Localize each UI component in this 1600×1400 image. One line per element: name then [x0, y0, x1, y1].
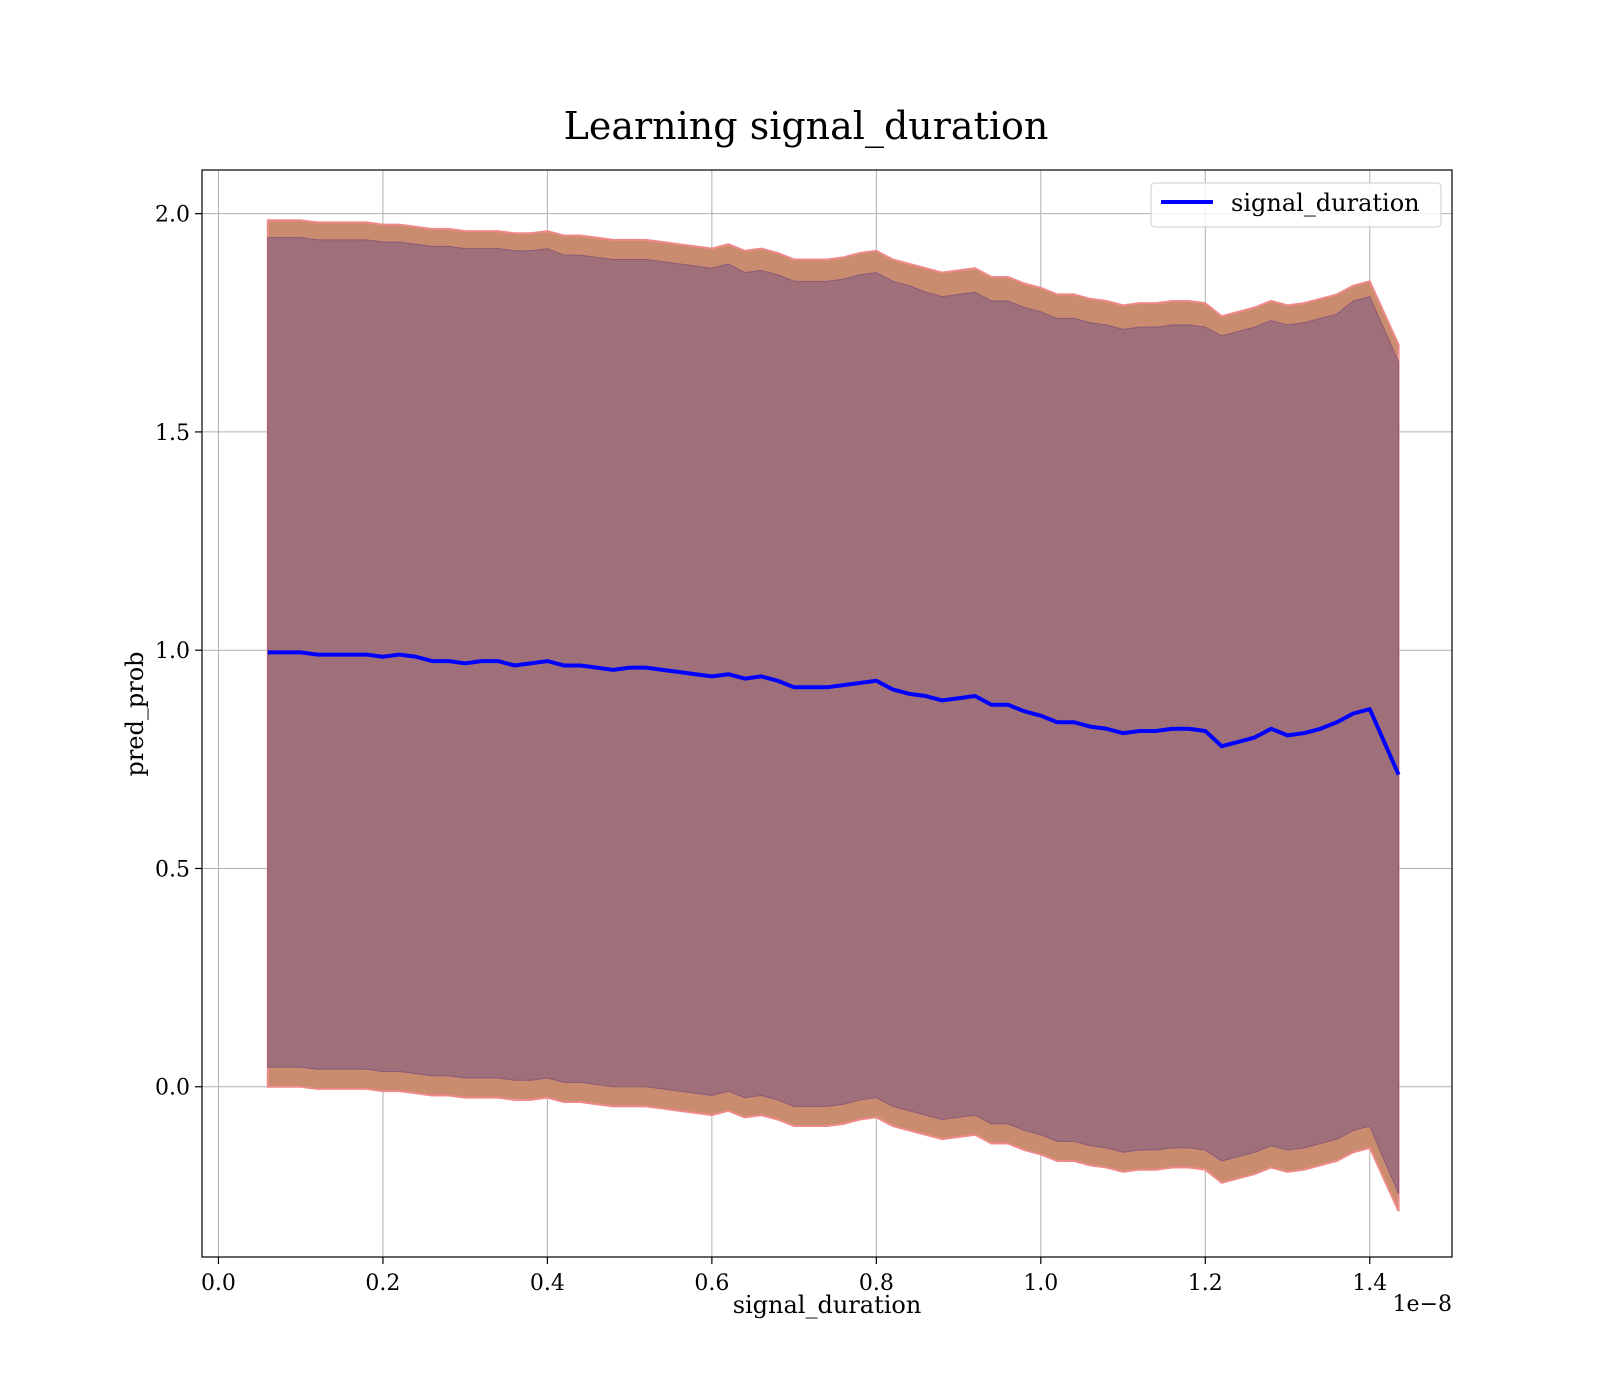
series-line-signal-duration — [267, 650, 1401, 776]
confidence-bands — [266, 219, 1400, 1212]
x-tick-label-3: 0.6 — [694, 1271, 729, 1296]
y-tick-label-3: 1.5 — [155, 421, 190, 446]
y-tick-label-1: 0.5 — [155, 857, 190, 882]
x-tick-label-6: 1.2 — [1188, 1271, 1223, 1296]
x-tick-label-4: 0.8 — [859, 1271, 894, 1296]
y-tick-label-4: 2.0 — [155, 203, 190, 228]
legend-box — [1150, 182, 1442, 228]
x-axis-label: signal_duration — [733, 1291, 922, 1319]
axis-ticks: 0.0 0.2 0.4 0.6 0.8 1.0 1.2 1.4 0.0 0.5 1.0 1.5 2.0 — [155, 203, 1387, 1296]
inner-band — [267, 237, 1400, 1194]
x-tick-label-5: 1.0 — [1023, 1271, 1058, 1296]
y-axis-label: pred_prob — [121, 651, 149, 776]
x-tick-label-1: 0.2 — [365, 1271, 400, 1296]
plot-frame — [201, 169, 1453, 1258]
x-tick-label-7: 1.4 — [1352, 1271, 1387, 1296]
chart-title: Learning signal_duration — [564, 104, 1049, 149]
y-tick-label-2: 1.0 — [155, 639, 190, 664]
x-tick-label-2: 0.4 — [530, 1271, 565, 1296]
y-tick-label-0: 0.0 — [155, 1076, 190, 1101]
legend-label: signal_duration — [1231, 189, 1420, 217]
series-lines — [267, 650, 1401, 776]
legend: signal_duration — [1150, 182, 1442, 228]
x-axis-offset-text: 1e−8 — [1393, 1292, 1452, 1317]
x-tick-label-0: 0.0 — [201, 1271, 236, 1296]
